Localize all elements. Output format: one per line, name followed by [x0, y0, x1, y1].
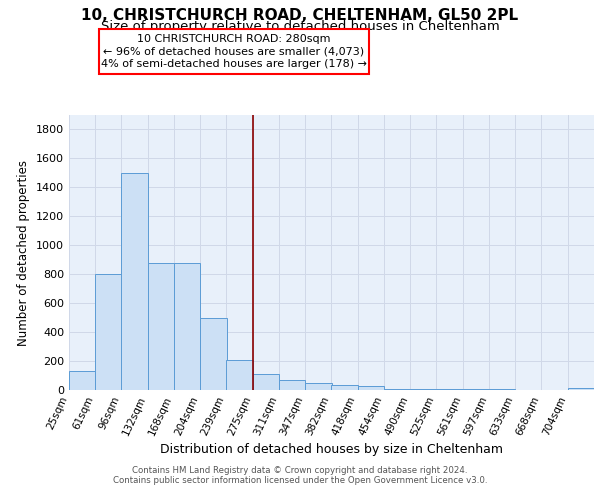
Bar: [174, 262, 200, 390]
Bar: [331, 385, 358, 390]
Bar: [95, 274, 122, 390]
Bar: [568, 388, 594, 390]
Text: 4% of semi-detached houses are larger (178) →: 4% of semi-detached houses are larger (1…: [101, 59, 367, 69]
Bar: [226, 360, 253, 390]
X-axis label: Distribution of detached houses by size in Cheltenham: Distribution of detached houses by size …: [160, 443, 503, 456]
Bar: [69, 371, 95, 390]
Text: 10, CHRISTCHURCH ROAD, CHELTENHAM, GL50 2PL: 10, CHRISTCHURCH ROAD, CHELTENHAM, GL50 …: [82, 8, 518, 22]
Bar: [253, 374, 279, 390]
Bar: [384, 388, 410, 390]
Bar: [200, 318, 227, 390]
Text: 10 CHRISTCHURCH ROAD: 280sqm: 10 CHRISTCHURCH ROAD: 280sqm: [137, 34, 331, 44]
Text: ← 96% of detached houses are smaller (4,073): ← 96% of detached houses are smaller (4,…: [103, 46, 365, 56]
Text: Size of property relative to detached houses in Cheltenham: Size of property relative to detached ho…: [101, 20, 499, 33]
Y-axis label: Number of detached properties: Number of detached properties: [17, 160, 31, 346]
Bar: [358, 386, 384, 390]
Text: Contains HM Land Registry data © Crown copyright and database right 2024.
Contai: Contains HM Land Registry data © Crown c…: [113, 466, 487, 485]
Bar: [148, 262, 174, 390]
Bar: [121, 173, 148, 390]
Bar: [305, 383, 332, 390]
Bar: [279, 380, 305, 390]
